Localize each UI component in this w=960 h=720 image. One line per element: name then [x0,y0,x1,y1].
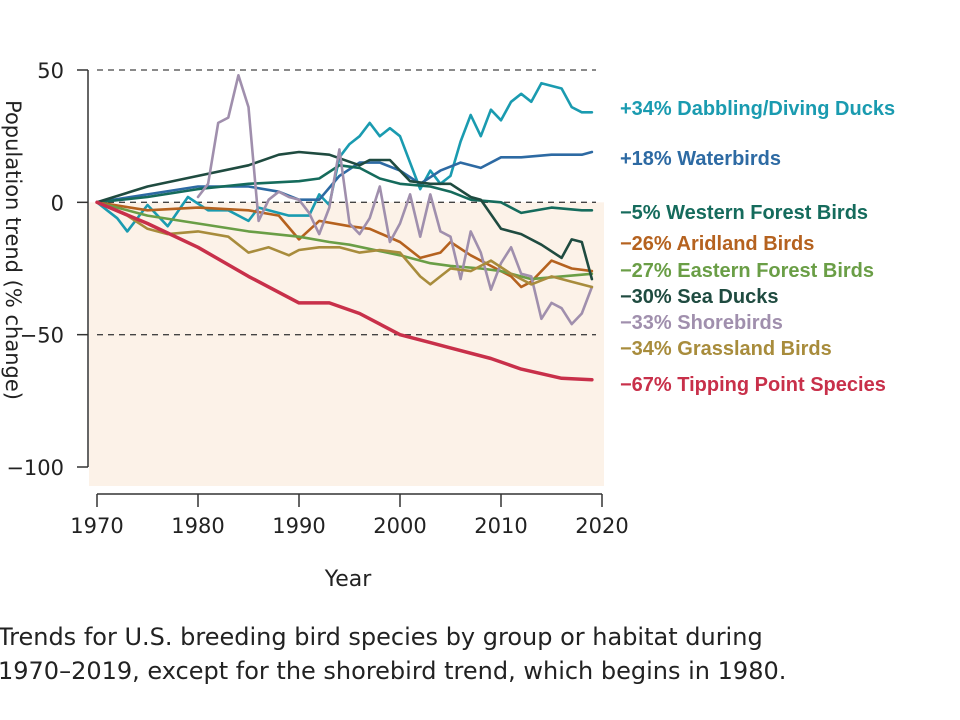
series-label-tipping-point-species: −67% Tipping Point Species [620,374,886,396]
figure-caption: Trends for U.S. breeding bird species by… [0,620,786,688]
series-line-dabbling-diving-ducks [95,81,594,233]
x-tick-label: 2010 [474,514,527,538]
x-tick-label: 2000 [373,514,426,538]
y-tick-label: 0 [51,191,64,215]
series-label-eastern-forest-birds: −27% Eastern Forest Birds [620,260,874,282]
series-label-shorebirds: −33% Shorebirds [620,312,783,334]
x-tick-label: 1980 [171,514,224,538]
x-tick-label: 1990 [272,514,325,538]
x-tick-label: 2020 [575,514,628,538]
y-axis-label: Population trend (% change) [1,100,25,400]
series-line-western-forest-birds [95,164,594,215]
series-label-aridland-birds: −26% Aridland Birds [620,233,814,255]
y-tick-label: 50 [37,59,64,83]
series-line-eastern-forest-birds [95,201,594,281]
x-tick-label: 1970 [70,514,123,538]
series-line-grassland-birds [95,201,594,289]
series-label-dabbling-diving-ducks: +34% Dabbling/Diving Ducks [620,98,895,120]
y-tick-label: −100 [6,456,64,480]
x-axis-label: Year [324,567,373,592]
series-line-sea-ducks [95,150,594,281]
y-tick-label: −50 [20,324,64,348]
series-label-waterbirds: +18% Waterbirds [620,148,781,170]
series-label-western-forest-birds: −5% Western Forest Birds [620,202,868,224]
series-line-shorebirds [196,74,594,326]
series-line-tipping-point-species [95,200,594,382]
series-label-sea-ducks: −30% Sea Ducks [620,286,778,308]
series-label-grassland-birds: −34% Grassland Birds [620,338,832,360]
caption-line-1: Trends for U.S. breeding bird species by… [0,623,763,651]
caption-line-2: 1970–2019, except for the shorebird tren… [0,657,787,685]
